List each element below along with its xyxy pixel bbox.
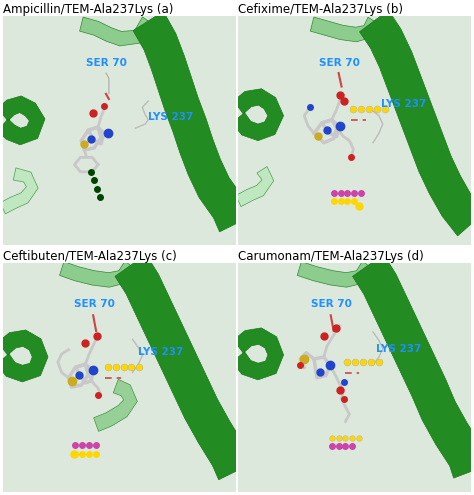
- Polygon shape: [133, 11, 252, 232]
- Polygon shape: [0, 168, 38, 214]
- Text: Cefixime/TEM-Ala237Lys (b): Cefixime/TEM-Ala237Lys (b): [238, 3, 403, 16]
- Polygon shape: [310, 17, 380, 42]
- Text: Ampicillin/TEM-Ala237Lys (a): Ampicillin/TEM-Ala237Lys (a): [3, 3, 173, 16]
- Polygon shape: [353, 254, 474, 478]
- Text: Carumonam/TEM-Ala237Lys (d): Carumonam/TEM-Ala237Lys (d): [238, 250, 424, 263]
- Text: LYS 237: LYS 237: [381, 99, 426, 109]
- Polygon shape: [359, 10, 474, 236]
- Polygon shape: [115, 254, 253, 480]
- Polygon shape: [297, 261, 374, 287]
- Text: LYS 237: LYS 237: [148, 112, 193, 122]
- Polygon shape: [0, 96, 45, 145]
- Text: SER 70: SER 70: [86, 58, 127, 68]
- Text: Ceftibuten/TEM-Ala237Lys (c): Ceftibuten/TEM-Ala237Lys (c): [3, 250, 176, 263]
- Polygon shape: [232, 89, 283, 141]
- Text: SER 70: SER 70: [311, 299, 352, 309]
- Text: LYS 237: LYS 237: [138, 347, 184, 357]
- Text: SER 70: SER 70: [73, 299, 114, 309]
- Text: LYS 237: LYS 237: [376, 344, 421, 354]
- Polygon shape: [60, 261, 136, 287]
- Polygon shape: [80, 17, 154, 46]
- Polygon shape: [232, 328, 283, 380]
- Polygon shape: [236, 167, 274, 206]
- Text: SER 70: SER 70: [319, 58, 360, 68]
- Polygon shape: [94, 379, 137, 431]
- Polygon shape: [0, 330, 48, 382]
